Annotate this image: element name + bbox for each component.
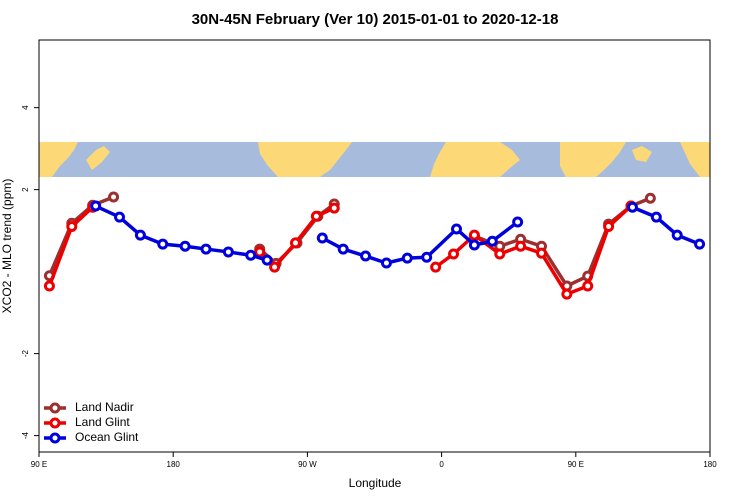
y-tick-label: 2	[21, 187, 30, 192]
data-point	[337, 243, 349, 255]
legend-marker	[49, 417, 61, 429]
data-point	[561, 288, 573, 300]
data-point	[644, 192, 656, 204]
series-line	[94, 204, 701, 265]
data-point	[650, 211, 662, 223]
data-point	[430, 261, 442, 273]
y-axis-label: XCO2 - MLO trend (ppm)	[0, 179, 14, 314]
legend-marker	[49, 402, 61, 414]
data-point	[222, 246, 234, 258]
data-point	[421, 251, 433, 263]
data-point	[603, 221, 615, 233]
data-point	[582, 280, 594, 292]
data-point	[114, 211, 126, 223]
data-point	[269, 261, 281, 273]
data-point	[468, 229, 480, 241]
data-point	[90, 200, 102, 212]
data-point	[134, 229, 146, 241]
data-point	[448, 248, 460, 260]
data-point	[380, 257, 392, 269]
data-point	[626, 201, 638, 213]
data-point	[494, 248, 506, 260]
plot-frame	[38, 39, 711, 453]
legend-label: Ocean Glint	[75, 430, 139, 444]
y-tick-label: -2	[21, 350, 30, 358]
data-point	[328, 202, 340, 214]
data-point	[179, 240, 191, 252]
data-point	[486, 235, 498, 247]
x-tick-label: 90 E	[31, 460, 47, 469]
x-axis-label: Longitude	[349, 476, 402, 490]
data-point	[515, 240, 527, 252]
data-point	[451, 223, 463, 235]
x-tick-label: 180	[703, 460, 717, 469]
x-tick-label: 90 E	[568, 460, 584, 469]
data-point	[360, 250, 372, 262]
legend-label: Land Nadir	[75, 400, 134, 414]
x-tick-label: 180	[167, 460, 181, 469]
legend-label: Land Glint	[75, 415, 130, 429]
data-point	[694, 238, 706, 250]
data-point	[401, 252, 413, 264]
data-point	[512, 216, 524, 228]
x-tick-label: 90 W	[298, 460, 317, 469]
y-tick-label: -4	[21, 432, 30, 440]
y-tick-label: 4	[21, 105, 30, 110]
data-point	[66, 221, 78, 233]
data-point	[468, 239, 480, 251]
chart-title: 30N-45N February (Ver 10) 2015-01-01 to …	[192, 11, 559, 28]
data-point	[254, 246, 266, 258]
data-point	[245, 249, 257, 261]
legend-marker	[49, 432, 61, 444]
data-point	[157, 238, 169, 250]
data-point	[43, 280, 55, 292]
map-band	[39, 142, 710, 177]
data-point	[310, 210, 322, 222]
series-line	[47, 195, 652, 288]
data-point	[200, 243, 212, 255]
data-point	[261, 254, 273, 266]
data-point	[108, 191, 120, 203]
x-tick-label: 0	[439, 460, 444, 469]
data-point	[316, 232, 328, 244]
data-point	[671, 229, 683, 241]
data-point	[536, 247, 548, 259]
data-point	[289, 237, 301, 249]
